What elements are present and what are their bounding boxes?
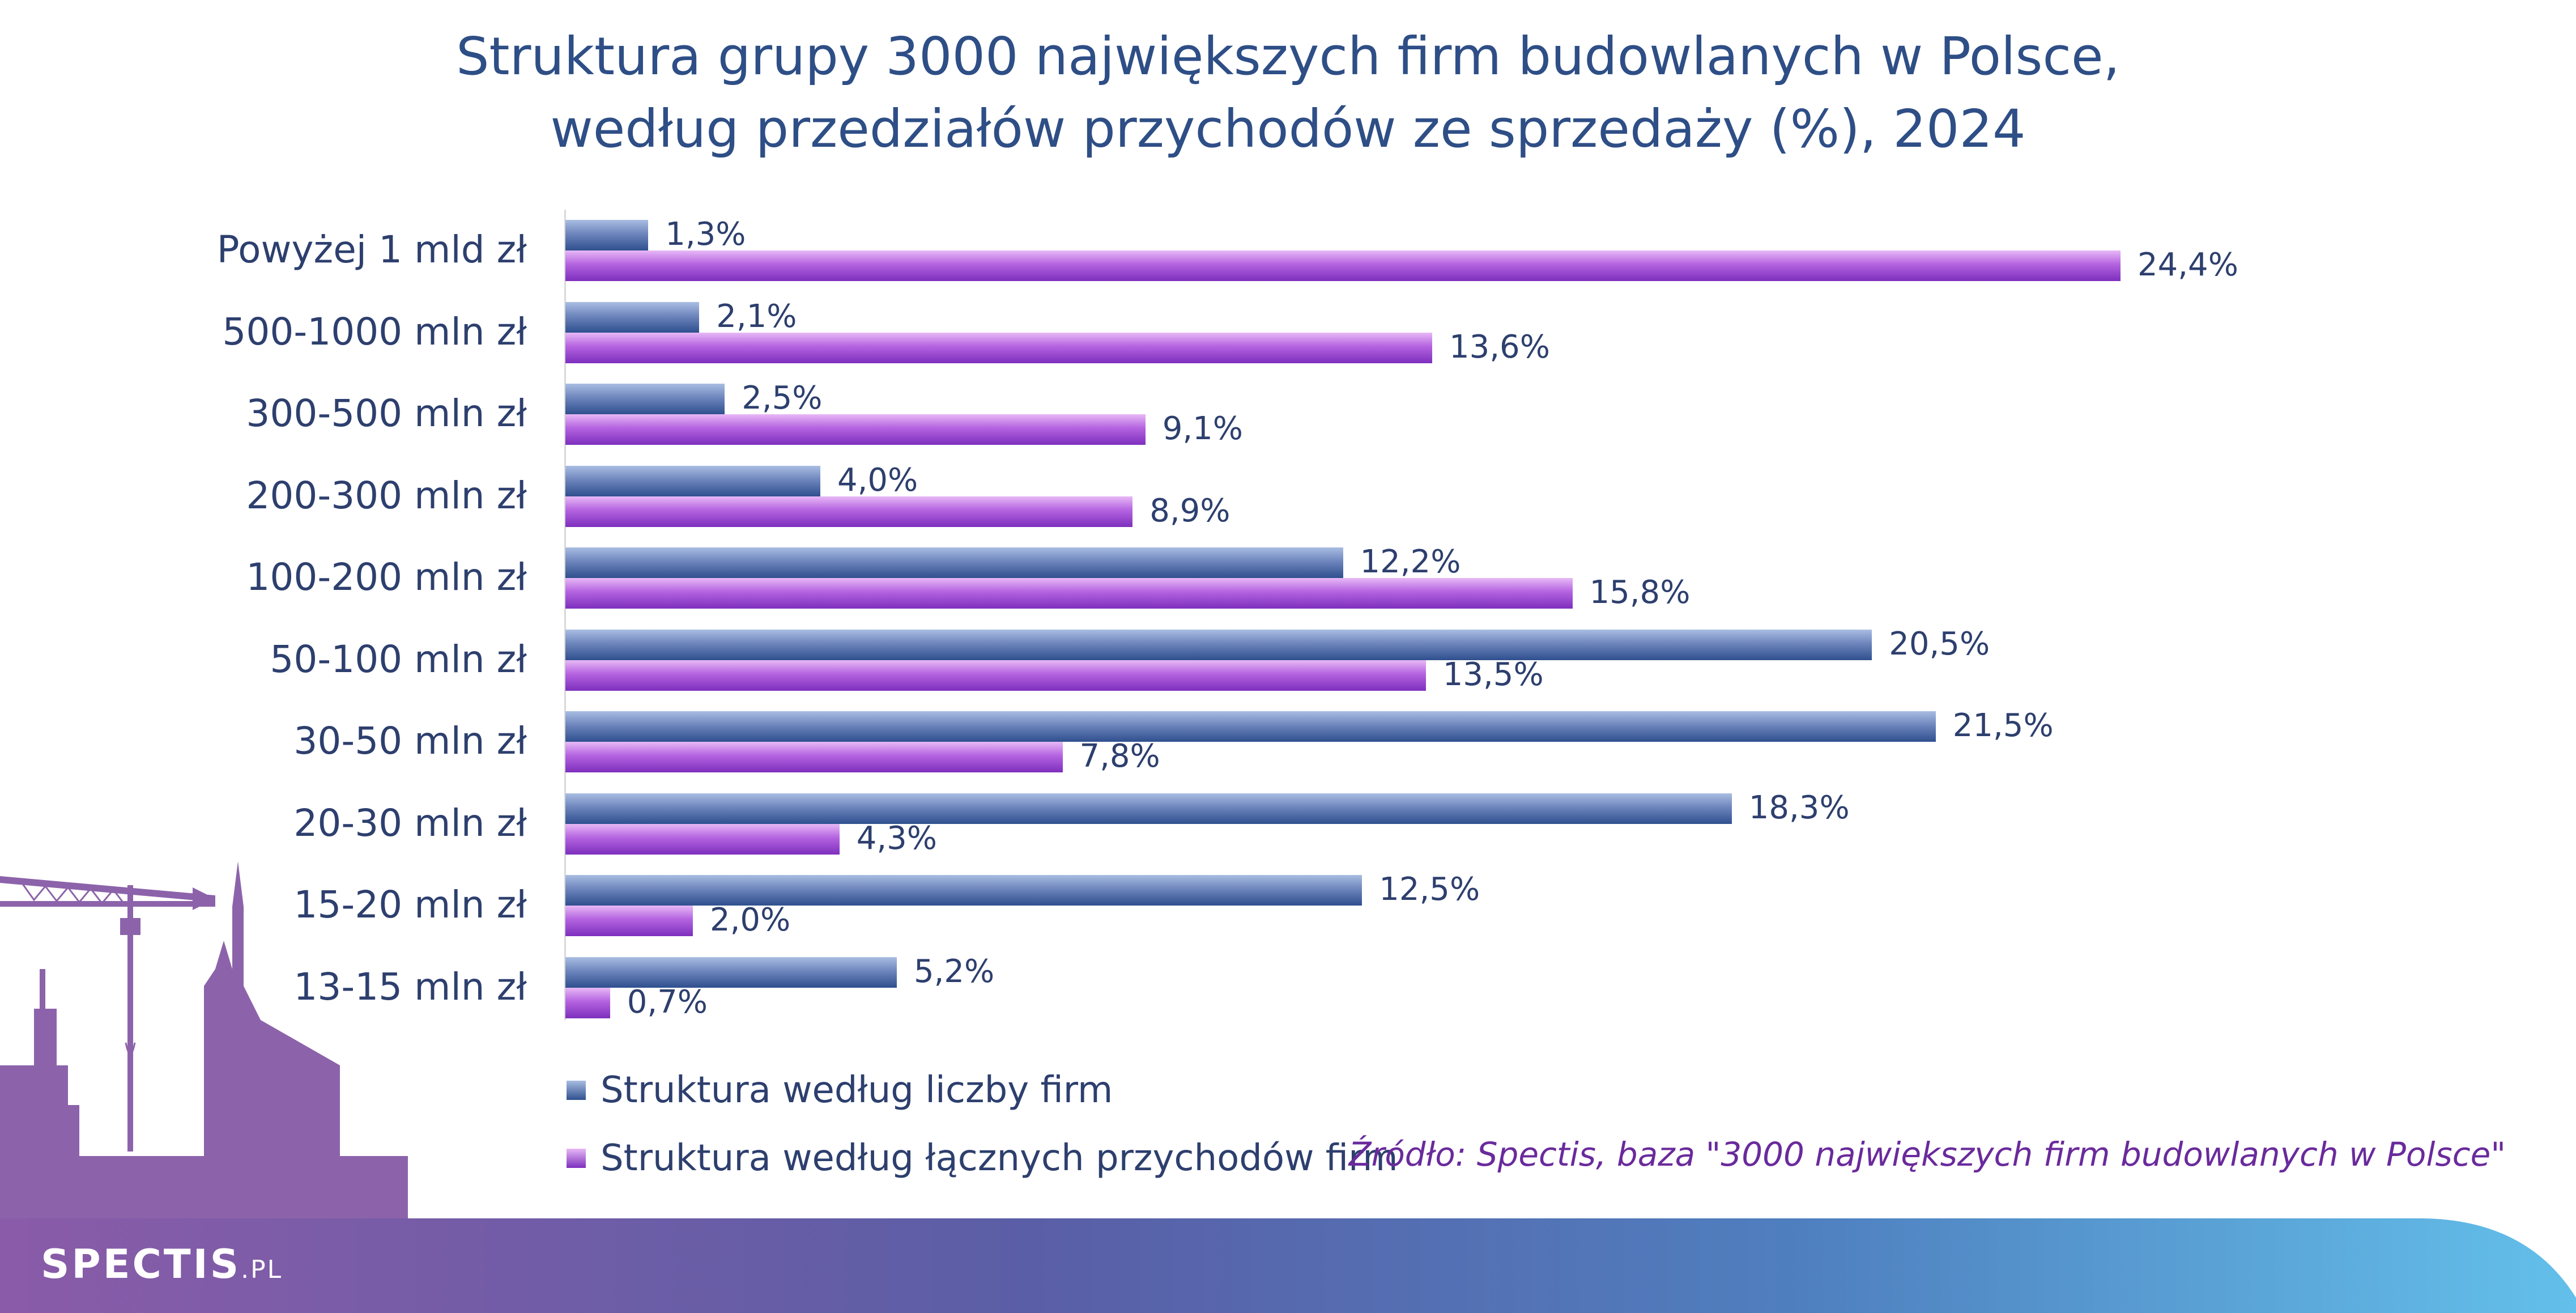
- construction-skyline-illustration: [0, 861, 408, 1247]
- brand-name: SPECTIS: [41, 1241, 241, 1287]
- bar-revenue: [565, 660, 1426, 691]
- bar-revenue: [565, 823, 840, 855]
- data-label: 13,5%: [1442, 656, 1544, 693]
- data-label: 4,0%: [837, 461, 918, 499]
- data-label: 24,4%: [2138, 247, 2238, 283]
- data-label: 0,7%: [627, 983, 708, 1021]
- category-label: Powyżej 1 mld zł: [216, 228, 527, 271]
- data-label: 21,5%: [1952, 707, 2054, 744]
- category-label: 13-15 mln zł: [293, 964, 527, 1009]
- category-label: 100-200 mln zł: [246, 555, 527, 599]
- spectis-logo: SPECTIS.PL: [41, 1244, 283, 1284]
- legend-label-revenue: Struktura według łącznych przychodów fir…: [601, 1137, 1398, 1179]
- legend-label-count: Struktura według liczby firm: [601, 1069, 1113, 1111]
- footer-band: [0, 1218, 2576, 1313]
- bar-count: [565, 384, 725, 414]
- bar-count: [565, 629, 1872, 660]
- category-label: 30-50 mln zł: [293, 719, 527, 763]
- bar-count: [565, 301, 700, 333]
- category-label: 300-500 mln zł: [246, 392, 527, 435]
- category-label: 500-1000 mln zł: [222, 309, 527, 354]
- category-label: 50-100 mln zł: [270, 637, 527, 681]
- data-label: 13,6%: [1449, 328, 1550, 366]
- legend-item-count: Struktura według liczby firm: [567, 1068, 1113, 1113]
- data-label: 2,1%: [716, 298, 797, 335]
- bar-revenue: [565, 578, 1573, 609]
- bar-revenue: [565, 414, 1146, 445]
- bar-count: [565, 875, 1362, 906]
- category-axis-line: [564, 210, 566, 1020]
- bar-revenue: [565, 496, 1133, 527]
- data-label: 2,0%: [710, 902, 791, 938]
- data-label: 5,2%: [914, 953, 995, 990]
- legend-swatch-count: [567, 1081, 586, 1100]
- source-note: Źródło: Spectis, baza "3000 największych…: [1348, 1135, 2506, 1174]
- bar-count: [565, 711, 1936, 742]
- data-label: 12,5%: [1379, 871, 1480, 908]
- legend-swatch-revenue: [567, 1149, 586, 1168]
- bar-count: [565, 220, 649, 250]
- data-label: 4,3%: [856, 819, 938, 857]
- bar-count: [565, 957, 897, 988]
- data-label: 12,2%: [1360, 543, 1461, 580]
- bar-count: [565, 465, 820, 496]
- bar-revenue: [565, 742, 1063, 772]
- category-label: 15-20 mln zł: [293, 883, 527, 927]
- legend-item-revenue: Struktura według łącznych przychodów fir…: [567, 1136, 1398, 1181]
- data-label: 8,9%: [1149, 492, 1230, 529]
- bar-revenue: [565, 906, 693, 936]
- bar-revenue: [565, 332, 1432, 363]
- brand-suffix: .PL: [241, 1255, 283, 1284]
- bar-count: [565, 793, 1732, 824]
- data-label: 2,5%: [742, 380, 823, 417]
- data-label: 7,8%: [1079, 738, 1160, 775]
- chart-title: Struktura grupy 3000 największych firm b…: [456, 26, 2120, 87]
- data-label: 20,5%: [1889, 625, 1990, 662]
- bar-count: [565, 547, 1343, 578]
- chart-subtitle: według przedziałów przychodów ze sprzeda…: [550, 99, 2026, 159]
- bar-revenue: [565, 250, 2121, 281]
- data-label: 18,3%: [1748, 789, 1850, 826]
- bar-revenue: [565, 987, 610, 1018]
- data-label: 15,8%: [1589, 574, 1691, 611]
- data-label: 1,3%: [665, 216, 746, 253]
- category-label: 200-300 mln zł: [246, 473, 527, 517]
- category-label: 20-30 mln zł: [293, 801, 527, 845]
- data-label: 9,1%: [1162, 410, 1244, 447]
